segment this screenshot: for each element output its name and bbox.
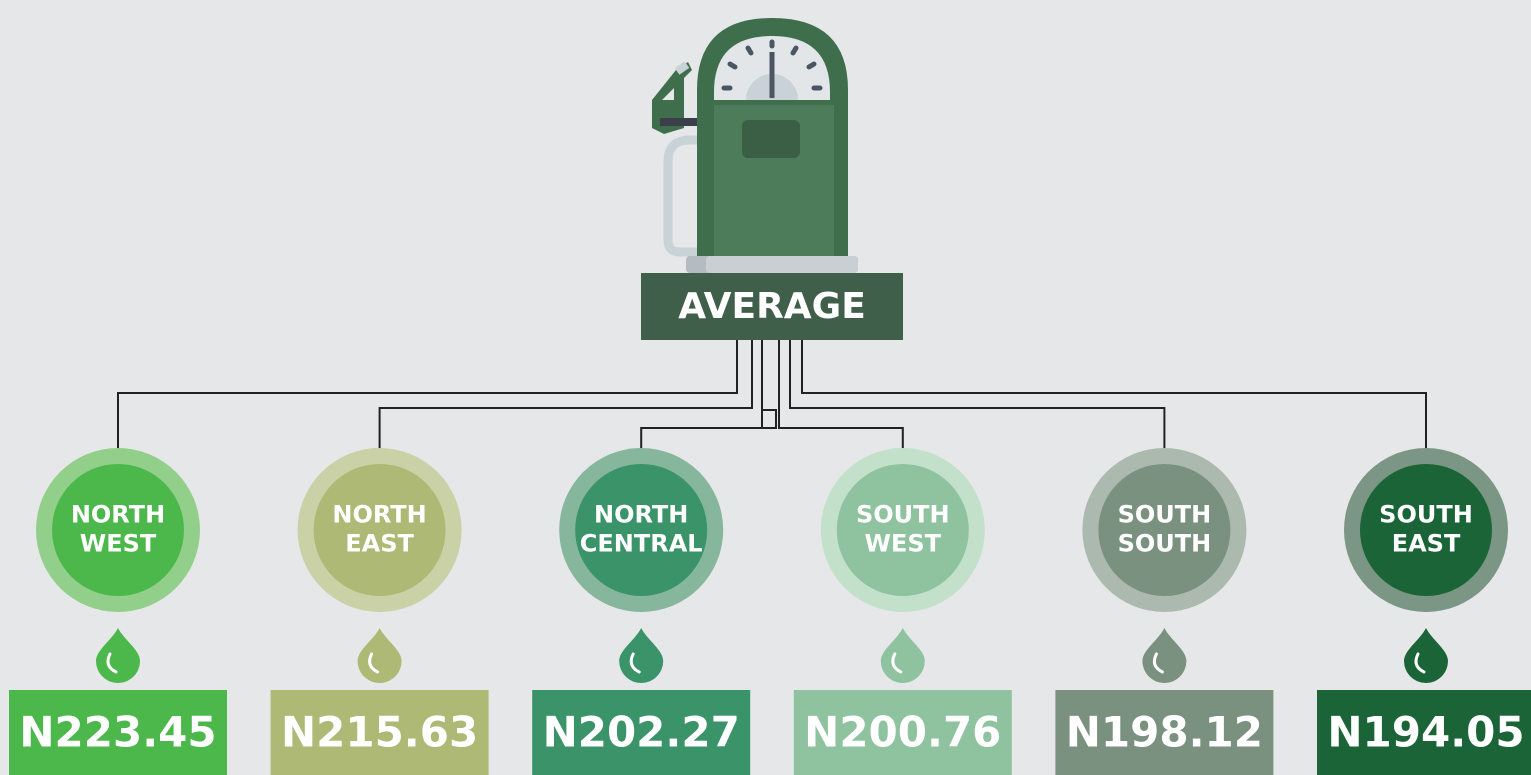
region-name: EAST [1392, 530, 1461, 558]
price: N194.05 [1327, 708, 1524, 757]
region-circle [1360, 464, 1492, 596]
price-box [1317, 690, 1531, 775]
region-name: WEST [80, 530, 157, 558]
drop-icon [1142, 628, 1187, 683]
connector [778, 340, 904, 452]
drop-shine [106, 652, 118, 674]
region-name: SOUTH [856, 501, 950, 529]
drop-shine [1414, 652, 1426, 674]
connector [640, 340, 763, 452]
connector [789, 340, 1166, 452]
price-box [1055, 690, 1274, 775]
region-name: WEST [865, 530, 942, 558]
price: N200.76 [804, 708, 1001, 757]
region-name: NORTH [332, 501, 426, 529]
average-label: AVERAGE [678, 286, 866, 327]
connector-joint [761, 409, 777, 429]
drop-icon [96, 628, 140, 683]
price-box [270, 690, 489, 775]
region-name: SOUTH [1118, 501, 1212, 529]
connectors [117, 340, 1427, 452]
drop-shine [368, 652, 380, 674]
region-name: NORTH [71, 501, 165, 529]
fuel-pump-icon [652, 18, 858, 273]
region-name: SOUTH [1379, 501, 1473, 529]
drop-shine [1152, 652, 1164, 674]
drop-icon [880, 628, 925, 683]
region-circle [1098, 464, 1231, 596]
region-name: SOUTH [1118, 530, 1212, 558]
region-circle [836, 464, 969, 596]
region-name: EAST [345, 530, 414, 558]
price: N198.12 [1066, 708, 1263, 757]
region-name: CENTRAL [580, 530, 703, 558]
connector [801, 340, 1427, 452]
price: N202.27 [543, 708, 740, 757]
price-box [9, 690, 227, 775]
region-circle [575, 464, 708, 596]
drop-shine [891, 652, 903, 674]
price-box [532, 690, 751, 775]
regions: NORTHWESTN223.45NORTHEASTN215.63NORTHCEN… [9, 448, 1531, 775]
average-box [641, 273, 903, 340]
price: N215.63 [281, 708, 478, 757]
connector [378, 340, 753, 452]
drop-icon [357, 628, 402, 683]
price-box [793, 690, 1012, 775]
drop-icon [619, 628, 664, 683]
region-circle [313, 464, 446, 596]
region-circle [52, 464, 184, 596]
connector [117, 340, 738, 452]
price: N223.45 [19, 708, 216, 757]
drop-shine [629, 652, 641, 674]
region-name: NORTH [594, 501, 688, 529]
drop-icon [1404, 628, 1448, 683]
